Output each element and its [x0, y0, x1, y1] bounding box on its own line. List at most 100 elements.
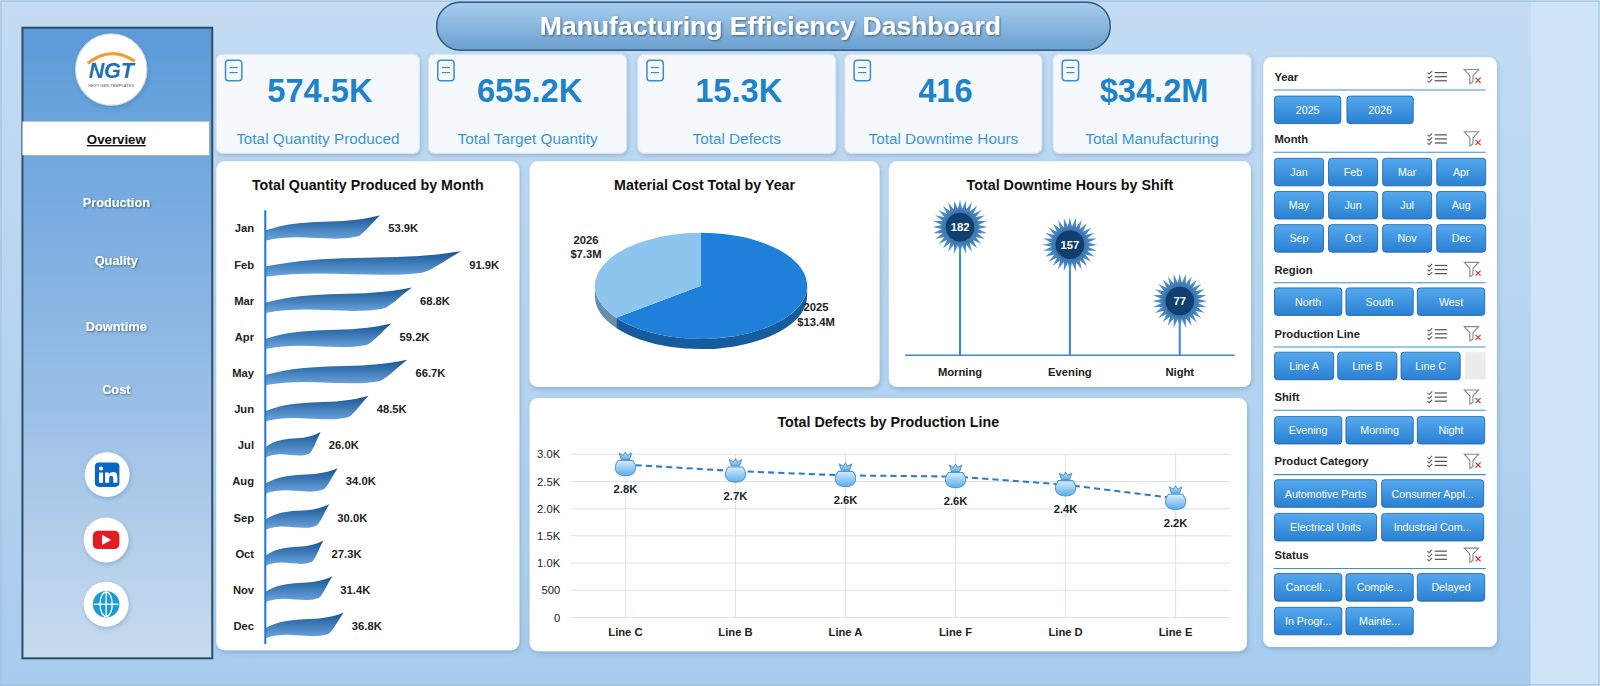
button-label[interactable]: West: [1439, 296, 1463, 308]
button-label[interactable]: May: [1289, 199, 1310, 211]
nav-item[interactable]: Overview: [22, 122, 209, 156]
button-label[interactable]: Industrial Com...: [1394, 521, 1472, 533]
button-bg[interactable]: [1346, 574, 1413, 602]
slicer-button[interactable]: Nov: [1383, 225, 1432, 253]
slicer-button[interactable]: Consumer Appl...: [1382, 480, 1484, 508]
slicer-button[interactable]: In Progr...: [1274, 607, 1341, 635]
button-label[interactable]: 2025: [1296, 104, 1320, 116]
button-label[interactable]: Comple...: [1357, 581, 1403, 593]
button-bg[interactable]: [1274, 352, 1333, 380]
button-bg[interactable]: [1417, 574, 1484, 602]
button-label[interactable]: Mar: [1398, 166, 1417, 178]
button-label[interactable]: Jun: [1344, 199, 1361, 211]
nav-label[interactable]: Cost: [102, 382, 131, 397]
button-label[interactable]: Cancell...: [1286, 581, 1331, 593]
button-label[interactable]: In Progr...: [1285, 615, 1331, 627]
button-bg[interactable]: [1383, 225, 1432, 253]
slicer-button[interactable]: Line B: [1338, 352, 1397, 380]
nav-item[interactable]: Quality: [95, 253, 139, 268]
button-label[interactable]: Delayed: [1431, 581, 1470, 593]
nav-item[interactable]: Production: [83, 195, 150, 210]
slicer-button[interactable]: Night: [1417, 416, 1484, 444]
button-label[interactable]: Aug: [1452, 199, 1471, 211]
slicer-button[interactable]: Mainte...: [1346, 607, 1413, 635]
button-bg[interactable]: [1437, 158, 1486, 186]
multi-select-icon[interactable]: [1428, 71, 1447, 82]
multi-select-icon[interactable]: [1428, 264, 1447, 275]
button-bg[interactable]: [1346, 607, 1413, 635]
slicer-button[interactable]: Jan: [1274, 158, 1323, 186]
button-label[interactable]: Dec: [1452, 232, 1472, 244]
slicer-button[interactable]: Aug: [1437, 191, 1486, 219]
multi-select-icon[interactable]: [1428, 550, 1447, 561]
button-bg[interactable]: [1274, 513, 1376, 541]
button-bg[interactable]: [1338, 352, 1397, 380]
button-bg[interactable]: [1274, 416, 1341, 444]
button-label[interactable]: Mainte...: [1359, 615, 1400, 627]
nav-label[interactable]: Overview: [87, 132, 147, 147]
slicer-button[interactable]: West: [1417, 288, 1484, 316]
button-label[interactable]: Apr: [1453, 166, 1470, 178]
button-bg[interactable]: [1346, 416, 1413, 444]
clear-filter-icon[interactable]: [1464, 262, 1480, 276]
nav-label[interactable]: Downtime: [86, 319, 147, 334]
clear-filter-icon[interactable]: [1464, 454, 1480, 468]
nav-label[interactable]: Production: [83, 195, 150, 210]
button-label[interactable]: Night: [1439, 424, 1464, 436]
button-bg[interactable]: [1383, 158, 1432, 186]
slicer-button[interactable]: Cancell...: [1274, 574, 1341, 602]
slicer-button[interactable]: Line A: [1274, 352, 1333, 380]
button-bg[interactable]: [1347, 96, 1413, 124]
button-bg[interactable]: [1274, 96, 1340, 124]
social-icon[interactable]: [84, 582, 129, 627]
button-label[interactable]: Jan: [1290, 166, 1307, 178]
social-icon[interactable]: [85, 452, 130, 497]
button-label[interactable]: Line A: [1289, 360, 1320, 372]
slicer-button[interactable]: 2026: [1347, 96, 1413, 124]
slicer-button[interactable]: Jun: [1329, 191, 1378, 219]
slicer-button[interactable]: Sep: [1274, 225, 1323, 253]
clear-filter-icon[interactable]: [1464, 327, 1480, 341]
nav-label[interactable]: Quality: [95, 253, 139, 268]
slicer-button[interactable]: Automotive Parts: [1274, 480, 1376, 508]
button-bg[interactable]: [1274, 158, 1323, 186]
slicer-button[interactable]: North: [1274, 288, 1341, 316]
button-label[interactable]: Jul: [1400, 199, 1414, 211]
button-bg[interactable]: [1274, 480, 1376, 508]
button-label[interactable]: Line C: [1415, 360, 1446, 372]
button-bg[interactable]: [1383, 191, 1432, 219]
button-bg[interactable]: [1274, 191, 1323, 219]
button-label[interactable]: Oct: [1345, 232, 1362, 244]
button-label[interactable]: Automotive Parts: [1285, 488, 1367, 500]
multi-select-icon[interactable]: [1428, 391, 1447, 402]
clear-filter-icon[interactable]: [1464, 132, 1480, 146]
multi-select-icon[interactable]: [1428, 133, 1447, 144]
slicer-button[interactable]: Delayed: [1417, 574, 1484, 602]
slicer-button[interactable]: Mar: [1383, 158, 1432, 186]
slicer-button[interactable]: Industrial Com...: [1382, 513, 1484, 541]
slicer-button[interactable]: Dec: [1437, 225, 1486, 253]
button-label[interactable]: South: [1366, 296, 1394, 308]
button-bg[interactable]: [1401, 352, 1460, 380]
button-bg[interactable]: [1274, 225, 1323, 253]
button-label[interactable]: Consumer Appl...: [1392, 488, 1474, 500]
clear-filter-icon[interactable]: [1464, 70, 1480, 84]
button-label[interactable]: Evening: [1289, 424, 1328, 436]
slicer-button[interactable]: Evening: [1274, 416, 1341, 444]
clear-filter-icon[interactable]: [1464, 548, 1480, 562]
button-label[interactable]: Feb: [1344, 166, 1362, 178]
social-icon[interactable]: [84, 517, 129, 562]
slicer-button[interactable]: 2025: [1274, 96, 1340, 124]
multi-select-icon[interactable]: [1428, 456, 1447, 467]
slicer-button[interactable]: Electrical Units: [1274, 513, 1376, 541]
button-label[interactable]: Line B: [1352, 360, 1382, 372]
button-label[interactable]: 2026: [1368, 104, 1392, 116]
slicer-button[interactable]: Morning: [1346, 416, 1413, 444]
nav-item[interactable]: Downtime: [86, 319, 147, 334]
button-label[interactable]: North: [1295, 296, 1321, 308]
multi-select-icon[interactable]: [1428, 328, 1447, 339]
slicer-button[interactable]: Oct: [1329, 225, 1378, 253]
clear-filter-icon[interactable]: [1464, 390, 1480, 404]
button-bg[interactable]: [1437, 225, 1486, 253]
slicer-button[interactable]: Comple...: [1346, 574, 1413, 602]
